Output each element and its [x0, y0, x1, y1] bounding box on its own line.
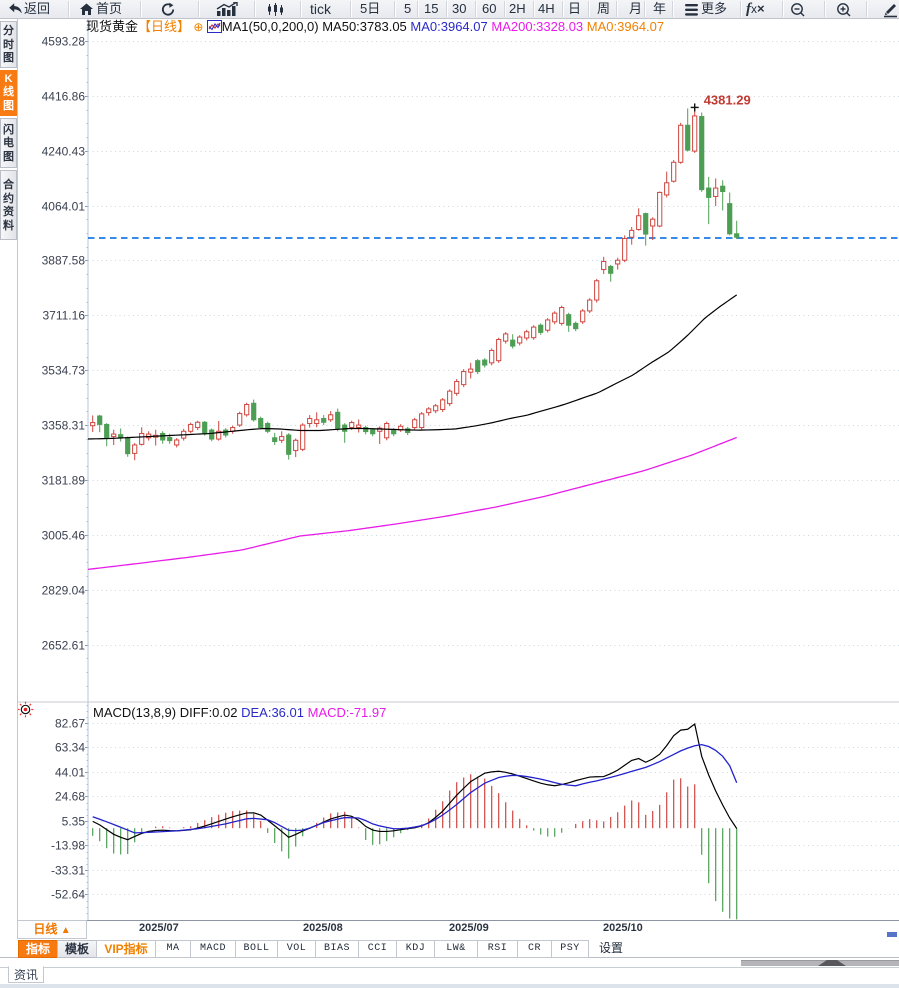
svg-text:-52.64: -52.64	[51, 888, 85, 902]
svg-text:2652.61: 2652.61	[42, 639, 86, 653]
svg-text:3181.89: 3181.89	[42, 474, 86, 488]
svg-text:24.68: 24.68	[55, 790, 85, 804]
svg-text:3887.58: 3887.58	[42, 254, 86, 268]
svg-text:82.67: 82.67	[55, 717, 85, 731]
svg-text:63.34: 63.34	[55, 741, 85, 755]
svg-text:4381.29: 4381.29	[704, 92, 751, 107]
svg-text:4240.43: 4240.43	[42, 145, 86, 159]
svg-text:5.35: 5.35	[62, 815, 86, 829]
svg-text:3358.31: 3358.31	[42, 419, 86, 433]
svg-text:4064.01: 4064.01	[42, 200, 86, 214]
svg-text:-33.31: -33.31	[51, 864, 85, 878]
svg-text:44.01: 44.01	[55, 766, 85, 780]
svg-text:3534.73: 3534.73	[42, 364, 86, 378]
svg-text:2829.04: 2829.04	[42, 584, 86, 598]
svg-text:3005.46: 3005.46	[42, 529, 86, 543]
svg-text:3711.16: 3711.16	[43, 309, 86, 323]
svg-text:-13.98: -13.98	[51, 839, 85, 853]
svg-text:4593.28: 4593.28	[42, 35, 86, 49]
svg-text:4416.86: 4416.86	[42, 90, 86, 104]
